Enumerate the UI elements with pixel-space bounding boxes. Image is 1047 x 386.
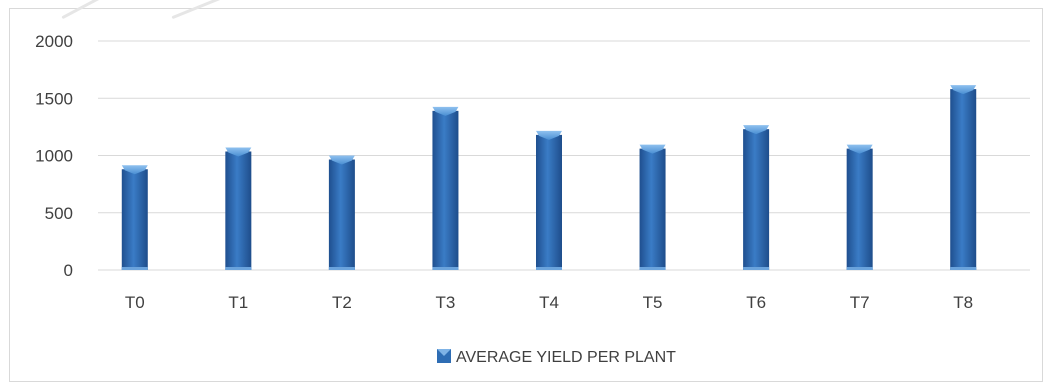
bar-t3 <box>432 106 459 271</box>
bar-base <box>846 267 873 270</box>
bar-t6 <box>743 125 770 270</box>
y-axis-ticks: 0 500 1000 1500 2000 <box>35 32 73 280</box>
bar-base <box>743 267 770 270</box>
bar-body <box>743 129 770 270</box>
bar-cap <box>950 85 977 95</box>
x-tick-label: T8 <box>953 293 973 312</box>
y-tick-label: 0 <box>64 261 73 280</box>
bar-t4 <box>536 130 562 270</box>
bar-t0 <box>121 165 148 270</box>
bar-base <box>328 267 355 270</box>
bar-cap <box>846 144 873 154</box>
y-tick-label: 2000 <box>35 32 73 51</box>
x-tick-label: T1 <box>228 293 248 312</box>
bar-body <box>846 148 873 270</box>
bars <box>121 85 977 271</box>
bar-body <box>950 89 977 271</box>
bar-t1 <box>225 147 252 270</box>
y-tick-label: 1500 <box>35 89 73 108</box>
legend: AVERAGE YIELD PER PLANT <box>437 349 676 366</box>
bar-cap <box>639 144 666 154</box>
bar-body <box>225 151 252 270</box>
bar-cap <box>743 125 770 135</box>
bar-base <box>121 267 148 270</box>
gridlines <box>98 40 1030 271</box>
bar-base <box>432 267 459 270</box>
legend-marker-icon <box>437 349 451 363</box>
y-tick-label: 1000 <box>35 147 73 166</box>
bar-body <box>121 169 148 270</box>
bar-base <box>225 267 252 270</box>
bar-body <box>432 110 459 271</box>
x-tick-label: T2 <box>332 293 352 312</box>
bar-cap <box>225 147 252 157</box>
bar-t2 <box>328 155 355 270</box>
bar-cap <box>536 130 562 140</box>
legend-label: AVERAGE YIELD PER PLANT <box>456 349 676 366</box>
bar-base <box>950 267 977 270</box>
bar-cap <box>121 165 148 175</box>
bar-body <box>639 148 666 270</box>
bar-base <box>639 267 666 270</box>
bar-t8 <box>950 85 977 271</box>
bar-cap <box>432 106 459 116</box>
y-tick-label: 500 <box>45 204 73 223</box>
bar-cap <box>328 155 355 165</box>
x-tick-label: T3 <box>436 293 456 312</box>
bar-body <box>328 159 355 270</box>
x-tick-label: T5 <box>643 293 663 312</box>
x-tick-label: T0 <box>125 293 145 312</box>
x-axis-ticks: T0 T1 T2 T3 T4 T5 T6 T7 T8 <box>125 293 973 312</box>
bar-body <box>536 134 562 270</box>
bar-t7 <box>846 144 873 270</box>
x-tick-label: T6 <box>746 293 766 312</box>
x-tick-label: T4 <box>539 293 559 312</box>
bar-t5 <box>639 144 666 270</box>
bar-base <box>536 267 562 270</box>
x-tick-label: T7 <box>850 293 870 312</box>
